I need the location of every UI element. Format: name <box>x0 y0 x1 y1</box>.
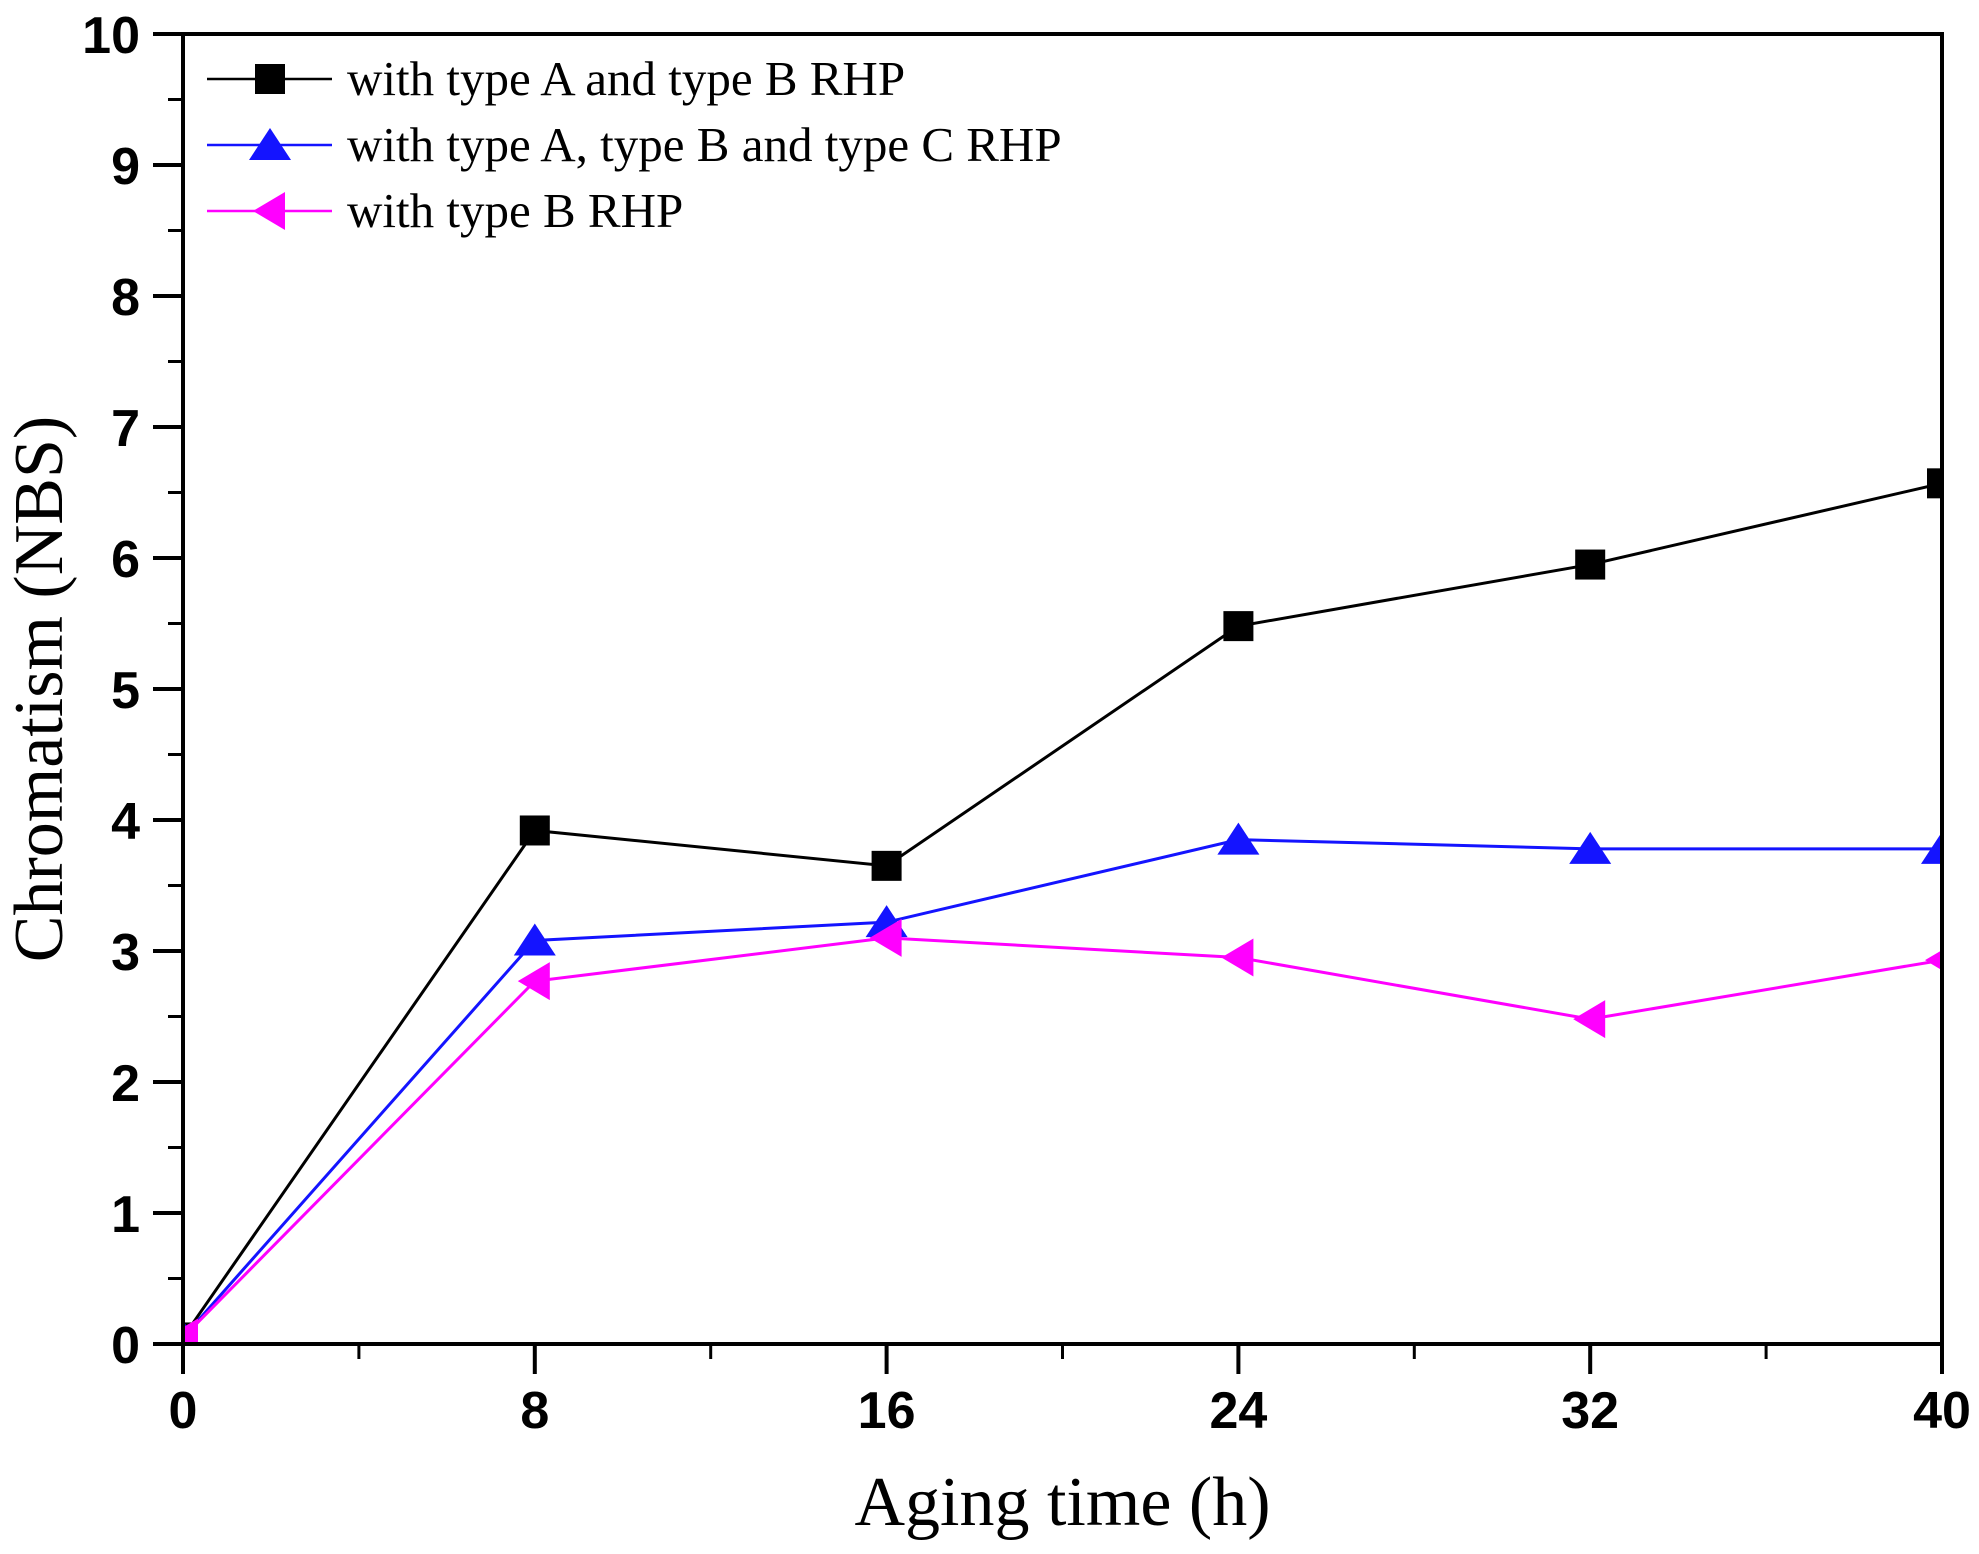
legend-label: with type A and type B RHP <box>347 51 905 106</box>
y-tick-label: 7 <box>111 400 140 458</box>
y-tick-label: 6 <box>111 531 140 589</box>
data-point <box>1575 549 1606 580</box>
y-tick-label: 4 <box>111 793 140 851</box>
data-point <box>519 815 550 846</box>
legend-item: with type A, type B and type C RHP <box>207 117 1062 172</box>
y-tick-label: 8 <box>111 269 140 327</box>
y-tick-label: 5 <box>111 662 140 720</box>
data-point <box>1925 950 1942 971</box>
series-line <box>183 481 1942 1339</box>
data-point <box>869 918 902 957</box>
x-tick-label: 16 <box>858 1382 916 1440</box>
x-tick-label: 32 <box>1561 1382 1619 1440</box>
data-point <box>1569 831 1612 864</box>
x-axis-title: Aging time (h) <box>854 1464 1271 1541</box>
data-point <box>517 962 550 1001</box>
series-line <box>183 838 1942 1339</box>
data-point <box>1921 831 1942 864</box>
x-tick-label: 40 <box>1913 1382 1971 1440</box>
y-tick-label: 1 <box>111 1186 140 1244</box>
x-tick-label: 8 <box>520 1382 549 1440</box>
legend-marker <box>249 128 291 160</box>
x-tick-label: 24 <box>1209 1382 1267 1440</box>
series-3 <box>183 918 1942 1344</box>
x-tick-label: 0 <box>169 1382 198 1440</box>
legend: with type A and type B RHP with type A, t… <box>207 51 1062 238</box>
series-line <box>183 936 1942 1339</box>
y-axis-title: Chromatism (NBS) <box>1 415 78 963</box>
data-point <box>1927 468 1942 499</box>
legend-label: with type A, type B and type C RHP <box>347 117 1062 172</box>
y-tick-label: 10 <box>82 7 140 65</box>
data-point <box>871 850 902 881</box>
y-tick-label: 0 <box>111 1317 140 1375</box>
data-point <box>1223 611 1254 642</box>
y-tick-label: 9 <box>111 138 140 196</box>
legend-marker <box>255 64 285 94</box>
series-2 <box>183 822 1942 1344</box>
series-1 <box>183 468 1942 1344</box>
data-point <box>183 1318 198 1344</box>
data-point <box>1573 1000 1606 1039</box>
legend-label: with type B RHP <box>347 183 683 238</box>
y-tick-label: 2 <box>111 1055 140 1113</box>
y-tick-label: 3 <box>111 924 140 982</box>
legend-marker <box>253 192 285 230</box>
legend-item: with type B RHP <box>207 183 683 238</box>
data-point <box>1217 822 1260 855</box>
data-point <box>1221 938 1254 977</box>
data-point <box>513 923 556 956</box>
legend-item: with type A and type B RHP <box>207 51 905 106</box>
